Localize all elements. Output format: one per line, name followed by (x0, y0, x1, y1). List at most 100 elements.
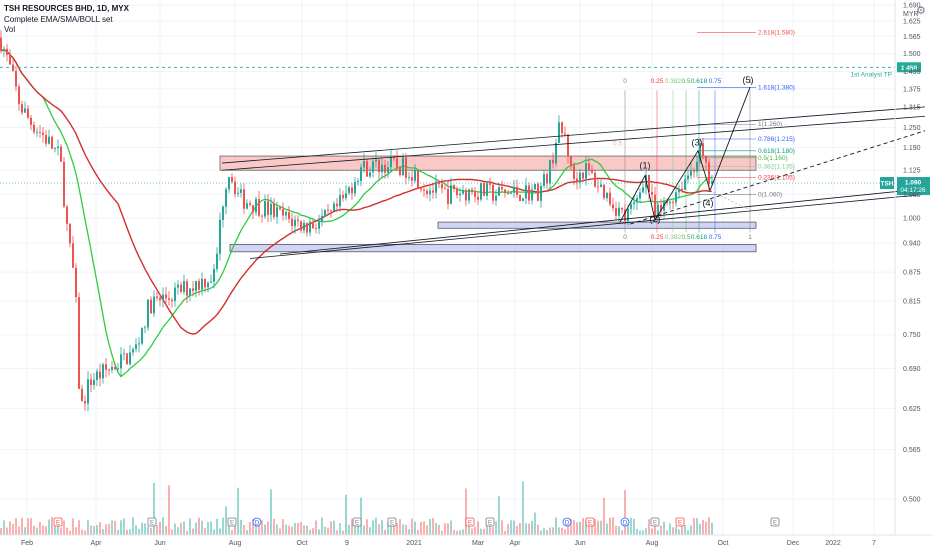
volume-bar (540, 530, 542, 535)
volume-bar (693, 517, 695, 535)
candle-body (672, 201, 674, 203)
earnings-marker[interactable] (465, 517, 475, 527)
event-marker-label: E (56, 521, 60, 527)
sma-line (0, 49, 713, 335)
volume-bar (255, 518, 257, 535)
candle-body (87, 379, 89, 404)
candle-body (567, 134, 569, 157)
volume-bar (162, 517, 164, 535)
candle-body (333, 203, 335, 212)
earnings-marker[interactable] (675, 517, 685, 527)
earnings-marker[interactable] (585, 517, 595, 527)
volume-bar (447, 523, 449, 535)
indicator-legend[interactable]: Complete EMA/SMA/BOLL set (4, 15, 113, 24)
volume-bar (105, 524, 107, 535)
volume-bar (114, 520, 116, 535)
volume-bar (522, 481, 524, 535)
candle-body (9, 54, 11, 65)
dividend-marker[interactable] (252, 517, 262, 527)
candle-body (99, 371, 101, 379)
candle-body (66, 206, 68, 224)
time-axis[interactable]: Feb Apr Jun Aug Oct 9 2021 Mar Apr Jun Aug Oct Dec 20… (0, 534, 932, 547)
candle-body (168, 298, 170, 300)
volume-bar (429, 519, 431, 535)
volume-bar (630, 517, 632, 535)
volume-bar (531, 520, 533, 535)
volume-bar (486, 522, 488, 535)
dividend-marker[interactable] (562, 517, 572, 527)
volume-bar (441, 530, 443, 535)
volume-bar (366, 519, 368, 535)
volume-bar (168, 485, 170, 535)
fib-small-label: 0.5 (613, 141, 622, 148)
candle-body (660, 204, 662, 211)
candle-body (27, 108, 29, 118)
earnings-marker[interactable] (352, 517, 362, 527)
volume-bar (663, 521, 665, 535)
fib-time-bottom-label: 0 (623, 234, 627, 241)
volume-bar (489, 517, 491, 535)
candle-body (78, 297, 80, 389)
volume-bar (393, 521, 395, 535)
price-tick: 0.875 (903, 270, 921, 277)
price-tick: 1.500 (903, 51, 921, 58)
earnings-marker[interactable] (650, 517, 660, 527)
trendlines[interactable] (221, 87, 926, 259)
earnings-marker[interactable] (147, 517, 157, 527)
earnings-marker[interactable] (387, 517, 397, 527)
volume-bar (0, 528, 2, 535)
candle-body (180, 284, 182, 293)
volume-bar (672, 527, 674, 535)
fib-time-bottom-label: 0.25 (651, 234, 664, 241)
earnings-marker[interactable] (770, 517, 780, 527)
candle-body (348, 187, 350, 194)
candle-body (303, 222, 305, 231)
event-marker-label: E (468, 521, 472, 527)
volume-legend[interactable]: Vol (4, 25, 16, 34)
price-tick: 0.750 (903, 332, 921, 339)
volume-bar (51, 517, 53, 535)
candle-body (84, 401, 86, 404)
candle-body (204, 278, 206, 288)
candle-body (501, 187, 503, 190)
candle-body (156, 296, 158, 298)
candle-body (138, 343, 140, 345)
last-price-value: 1.090 (905, 180, 922, 187)
fib-level-label: 0.236(1.105) (758, 174, 795, 181)
candle-body (51, 136, 53, 149)
volume-bar (9, 521, 11, 535)
candle-body (306, 222, 308, 233)
earnings-marker[interactable] (227, 517, 237, 527)
volume-bar (141, 522, 143, 535)
candle-body (579, 172, 581, 183)
analyst-tp-label: 1st Analyst TP (851, 71, 892, 78)
currency-label: MYR (903, 11, 919, 18)
symbol-tag (880, 177, 894, 190)
dividend-marker[interactable] (620, 517, 630, 527)
earnings-marker[interactable] (485, 517, 495, 527)
gear-icon[interactable]: ⚙ (916, 5, 926, 17)
candle-body (123, 353, 125, 355)
volume-bar (285, 524, 287, 535)
volume-bar (588, 523, 590, 535)
earnings-marker[interactable] (53, 517, 63, 527)
candle-body (234, 181, 236, 194)
candle-body (183, 281, 185, 293)
candle-body (18, 86, 20, 105)
volume-bar (390, 520, 392, 535)
candle-body (705, 156, 707, 163)
price-tick: 0.690 (903, 366, 921, 373)
candle-body (477, 196, 479, 200)
volume-bar (27, 518, 29, 535)
candle-body (435, 181, 437, 193)
volume-bar (636, 528, 638, 535)
volume-bar (75, 527, 77, 535)
time-tick: 7 (872, 540, 876, 547)
candle-body (93, 379, 95, 385)
volume-bar (264, 524, 266, 535)
candle-body (444, 188, 446, 190)
volume-bar (228, 523, 230, 535)
